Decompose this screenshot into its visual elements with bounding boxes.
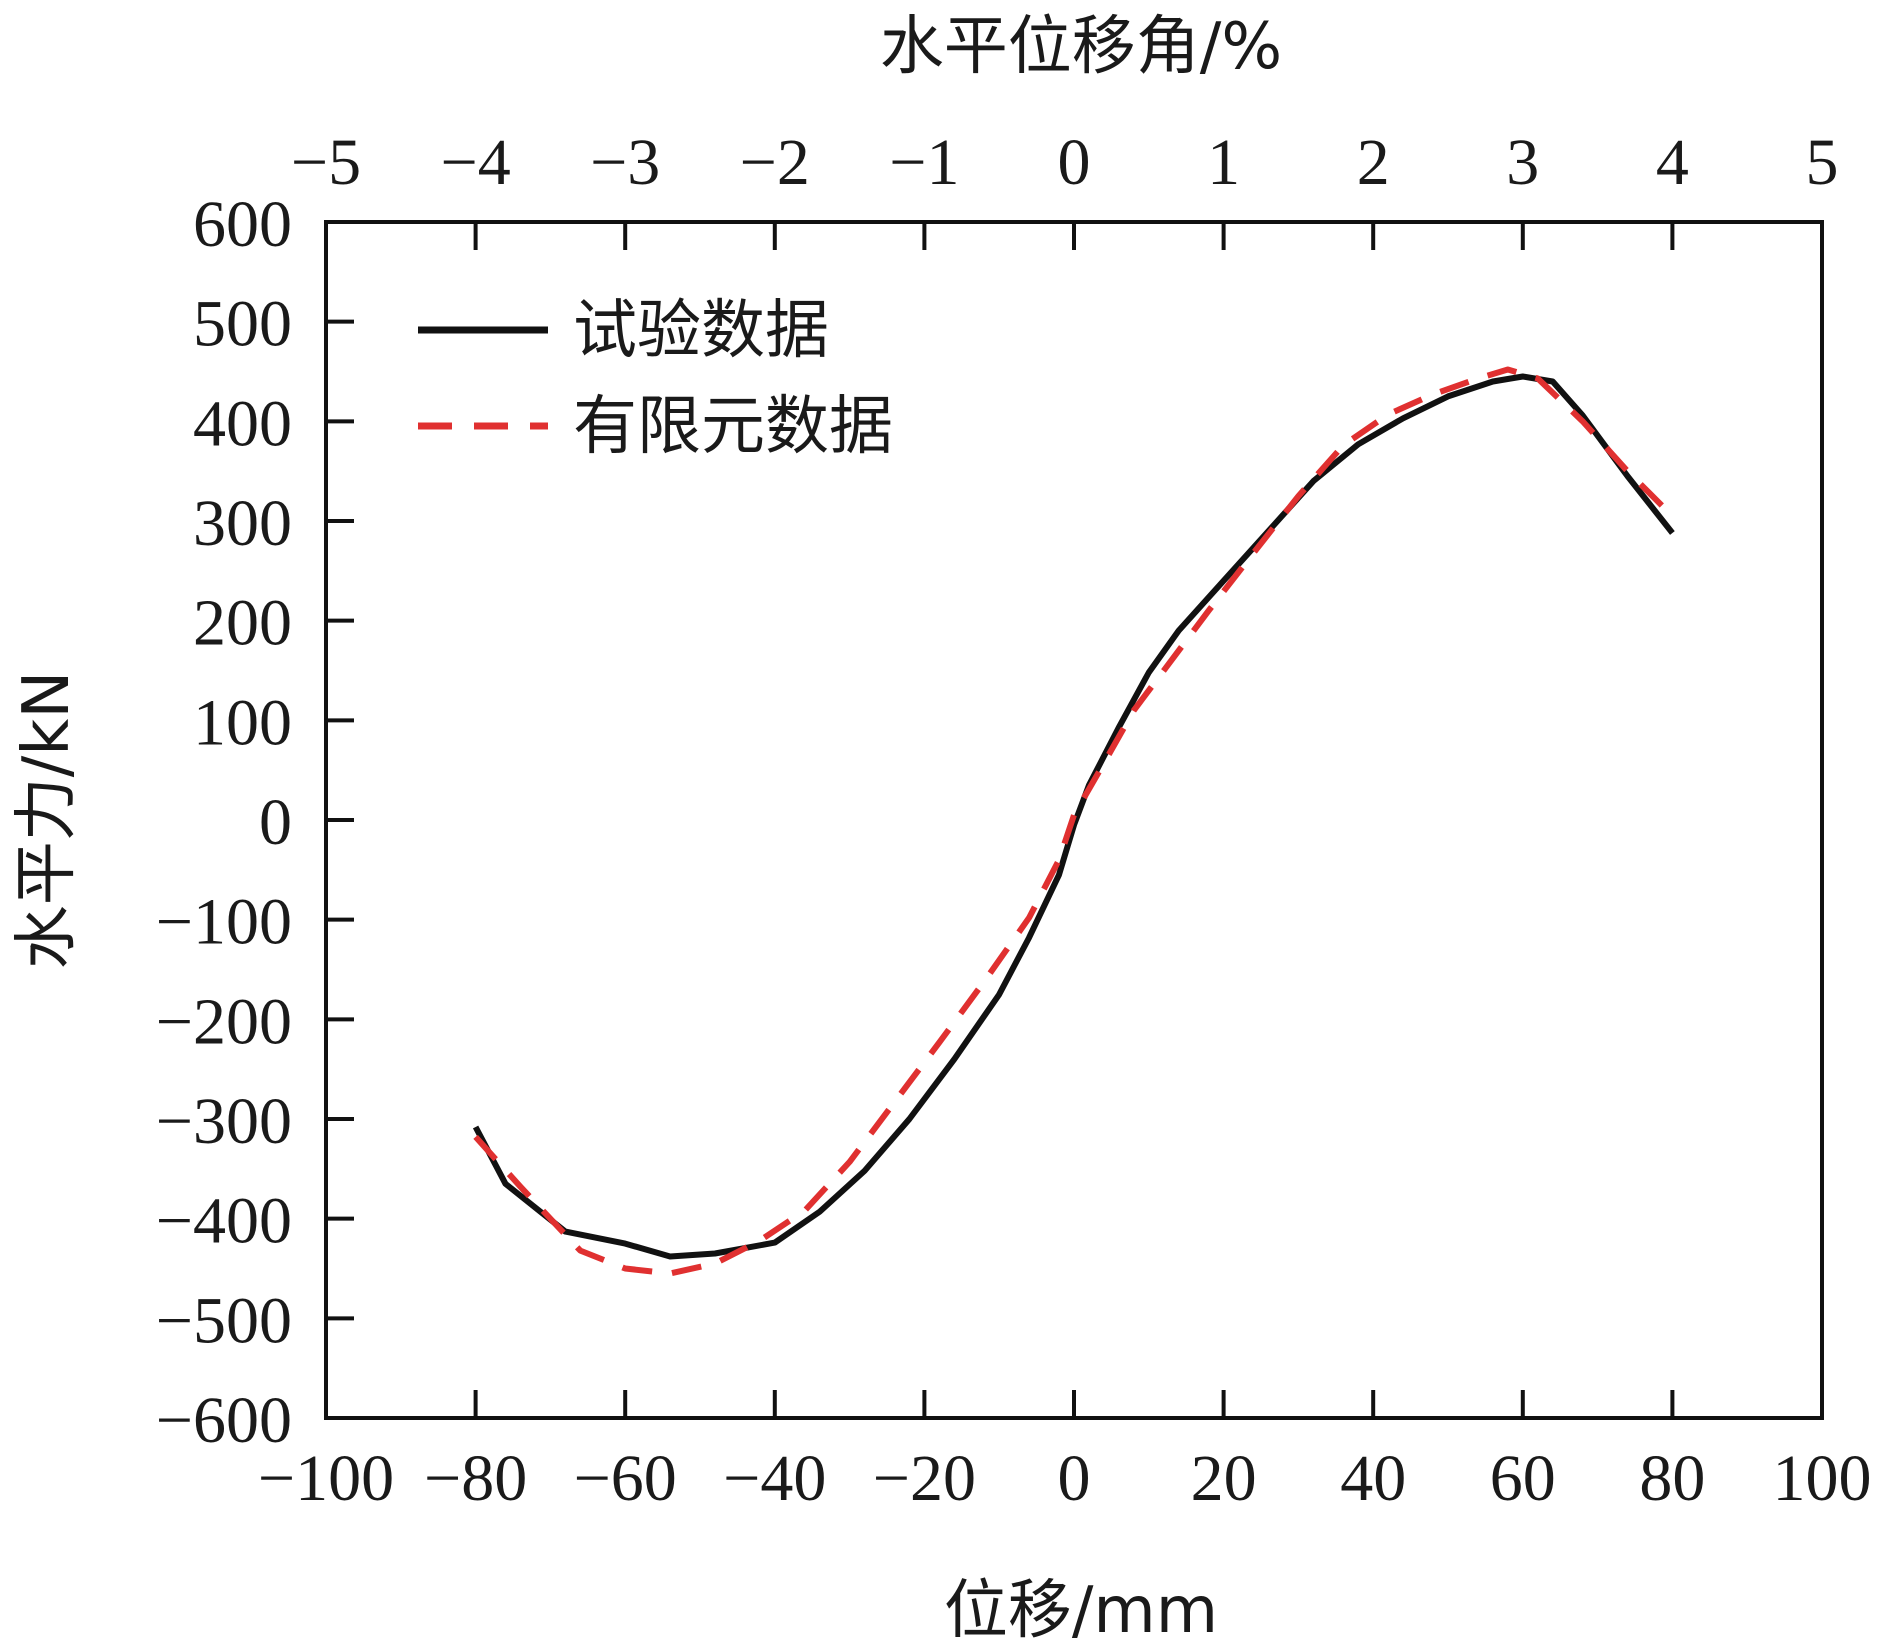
- y-tick-label: −400: [156, 1185, 292, 1258]
- x-tick-label: −20: [873, 1442, 976, 1515]
- x2-tick-label: −5: [291, 126, 361, 199]
- x-tick-label: 60: [1490, 1442, 1556, 1515]
- y-tick-label: −600: [156, 1384, 292, 1457]
- x-tick-label: −100: [258, 1442, 394, 1515]
- x2-tick-label: 3: [1506, 126, 1539, 199]
- x-tick-label: −60: [574, 1442, 677, 1515]
- y-tick-label: 200: [193, 587, 292, 660]
- top-axis-title: 水平位移角/%: [880, 10, 1282, 84]
- legend-label-test: 试验数据: [573, 294, 829, 368]
- x2-tick-label: 0: [1058, 126, 1091, 199]
- series-line-fem: [473, 366, 1675, 1277]
- x2-tick-label: 1: [1207, 126, 1240, 199]
- x2-tick-label: −2: [740, 126, 810, 199]
- series-lines: [472, 366, 1675, 1277]
- tick-labels: −100 −80 −60 −40 −20 0 20 40 60 80 100−5 −4 −3 −2 −1 0 1…: [156, 126, 1872, 1515]
- x2-tick-label: 4: [1656, 126, 1689, 199]
- legend-label-fem: 有限元数据: [573, 390, 893, 464]
- x-tick-label: −80: [424, 1442, 527, 1515]
- y-tick-label: −500: [156, 1284, 292, 1357]
- x2-tick-label: 5: [1806, 126, 1839, 199]
- x2-tick-label: −1: [889, 126, 959, 199]
- x-tick-label: −40: [723, 1442, 826, 1515]
- x2-tick-label: −3: [590, 126, 660, 199]
- legend: 试验数据 有限元数据: [418, 294, 893, 464]
- x-tick-label: 80: [1639, 1442, 1705, 1515]
- y-tick-label: −200: [156, 985, 292, 1058]
- y-tick-label: 500: [193, 288, 292, 361]
- y-tick-label: 0: [259, 786, 292, 859]
- y-tick-label: 600: [193, 188, 292, 261]
- y-tick-label: 400: [193, 387, 292, 460]
- y-tick-label: −300: [156, 1085, 292, 1158]
- x-tick-label: 0: [1058, 1442, 1091, 1515]
- x-axis-title: 位移/mm: [944, 1574, 1218, 1642]
- axis-ticks: [324, 220, 1824, 1420]
- x-tick-label: 40: [1340, 1442, 1406, 1515]
- x-tick-label: 20: [1191, 1442, 1257, 1515]
- y-tick-label: 300: [193, 487, 292, 560]
- y-tick-label: −100: [156, 886, 292, 959]
- y-axis-title: 水平力/kN: [10, 671, 84, 970]
- x2-tick-label: −4: [440, 126, 510, 199]
- x-tick-label: 100: [1773, 1442, 1872, 1515]
- y-tick-label: 100: [193, 686, 292, 759]
- x2-tick-label: 2: [1357, 126, 1390, 199]
